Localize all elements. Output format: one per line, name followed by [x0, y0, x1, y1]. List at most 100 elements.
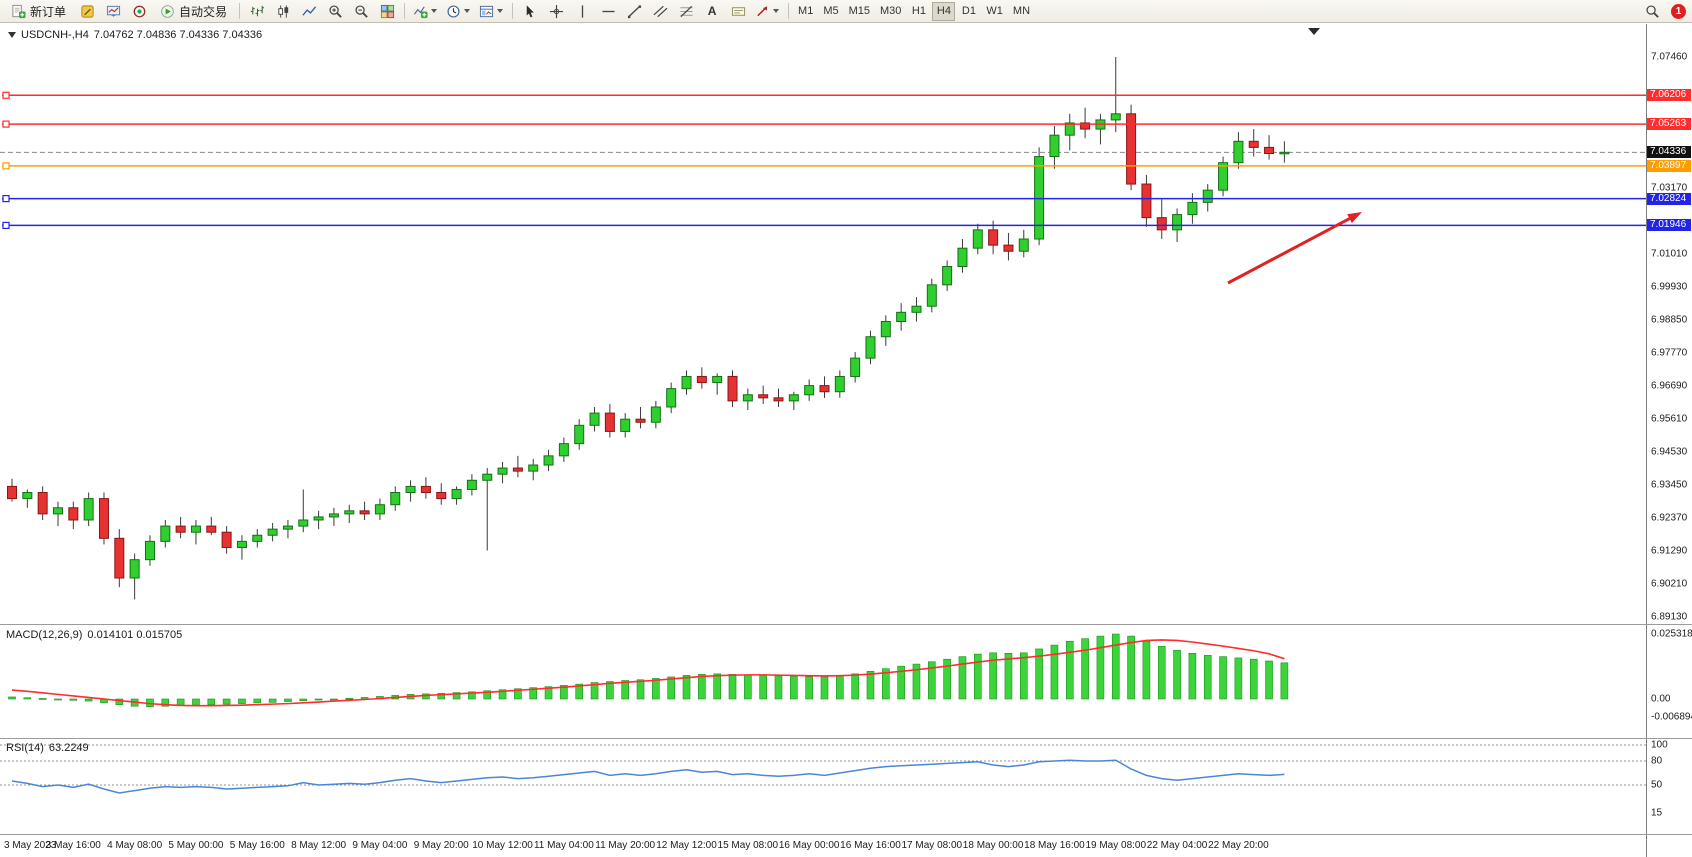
price-axis-label: 7.01010 [1651, 248, 1688, 260]
time-axis-label: 4 May 08:00 [107, 840, 163, 851]
search-button[interactable] [1640, 1, 1664, 22]
price-axis-label: 6.92370 [1651, 512, 1688, 524]
zoom-in-button[interactable] [323, 1, 347, 22]
channel-tool-button[interactable] [648, 1, 672, 22]
time-axis-label: 9 May 04:00 [352, 840, 408, 851]
crosshair-icon [549, 4, 563, 18]
templates-button[interactable] [476, 1, 507, 22]
macd-label: MACD(12,26,9) 0.014101 0.015705 [6, 629, 182, 641]
indicators-button[interactable] [410, 1, 441, 22]
toolbar-separator [404, 3, 406, 19]
pane-separator[interactable] [0, 738, 1692, 739]
time-axis-label: 11 May 20:00 [595, 840, 656, 851]
arrows-tool-button[interactable] [752, 1, 783, 22]
chart-canvas[interactable] [0, 24, 1646, 857]
arrow-object-icon [757, 5, 768, 16]
search-icon [1645, 5, 1659, 18]
price-axis-label: 6.90210 [1651, 578, 1688, 590]
zoom-out-button[interactable] [349, 1, 373, 22]
timeframe-m15-button[interactable]: M15 [845, 2, 874, 21]
time-axis-label: 17 May 08:00 [901, 840, 963, 851]
vertical-line-tool-button[interactable] [570, 1, 594, 22]
new-order-icon [12, 4, 26, 18]
price-axis-label: 6.95610 [1651, 413, 1688, 425]
bar-chart-icon [250, 5, 264, 16]
macd-axis-label: 0.025318 [1651, 628, 1692, 640]
price-badge-resistance: 7.06206 [1647, 89, 1691, 102]
fibonacci-icon [679, 5, 693, 17]
candlestick-chart-icon [277, 4, 288, 18]
rsi-axis-label: 50 [1651, 779, 1663, 791]
autotrading-button[interactable]: 自动交易 [153, 1, 234, 22]
pane-separator[interactable] [0, 834, 1692, 835]
price-axis-label: 6.99930 [1651, 281, 1688, 293]
time-axis-label: 3 May 16:00 [45, 840, 101, 851]
text-tool-button[interactable]: A [700, 1, 724, 22]
timeframe-h1-button[interactable]: H1 [907, 2, 930, 21]
macd-axis-label: -0.006894 [1651, 711, 1692, 723]
timeframe-button-group: M1 M5 M15 M30 H1 H4 D1 W1 MN [793, 1, 1035, 21]
rsi-name: RSI(14) [6, 742, 44, 754]
horizontal-line-objects[interactable] [2, 91, 1646, 229]
dropdown-caret [497, 9, 504, 13]
price-axis-label: 6.93450 [1651, 479, 1688, 491]
periods-clock-icon [447, 4, 460, 18]
time-axis[interactable]: 3 May 2023 3 May 16:00 4 May 08:00 5 May 00… [0, 835, 1646, 857]
fibonacci-tool-button[interactable] [674, 1, 698, 22]
time-axis-label: 12 May 12:00 [656, 840, 717, 851]
time-axis-label: 15 May 08:00 [717, 840, 779, 851]
one-click-trading-toggle-icon[interactable] [8, 32, 16, 38]
time-axis-label: 22 May 04:00 [1146, 840, 1208, 851]
time-axis-label: 16 May 16:00 [840, 840, 901, 851]
tile-windows-button[interactable] [375, 1, 399, 22]
timeframe-mn-button[interactable]: MN [1009, 2, 1034, 21]
new-order-button[interactable]: 新订单 [4, 1, 73, 22]
trendline-icon [627, 4, 641, 18]
macd-axis-label: 0.00 [1651, 693, 1671, 705]
price-axis-label: 6.96690 [1651, 380, 1688, 392]
time-axis-label: 8 May 12:00 [291, 840, 347, 851]
crosshair-tool-button[interactable] [544, 1, 568, 22]
price-axis[interactable]: 7.07460 7.03170 7.01010 6.99930 6.98850 6.977… [1646, 24, 1692, 857]
candlesticks [7, 57, 1290, 600]
tile-windows-icon [380, 4, 394, 18]
rsi-value: 63.2249 [48, 742, 89, 754]
timeframe-m1-button[interactable]: M1 [794, 2, 817, 21]
time-axis-label: 5 May 00:00 [168, 840, 224, 851]
price-axis-label: 6.89130 [1651, 611, 1688, 623]
timeframe-m5-button[interactable]: M5 [819, 2, 842, 21]
charts-window-button[interactable] [101, 1, 125, 22]
notification-badge[interactable]: 1 [1671, 4, 1686, 19]
candlestick-chart-button[interactable] [271, 1, 295, 22]
horizontal-line-tool-button[interactable] [596, 1, 620, 22]
text-tool-glyph: A [707, 4, 717, 18]
price-badge-support: 7.02824 [1647, 192, 1691, 205]
chart-shift-marker[interactable] [1308, 28, 1320, 35]
cursor-tool-button[interactable] [518, 1, 542, 22]
timeframe-w1-button[interactable]: W1 [982, 2, 1007, 21]
toolbar-separator [512, 3, 514, 19]
pane-separator[interactable] [0, 624, 1692, 625]
bar-chart-button[interactable] [245, 1, 269, 22]
templates-icon [479, 5, 494, 17]
metaeditor-button[interactable] [75, 1, 99, 22]
timeframe-h4-button[interactable]: H4 [932, 1, 956, 21]
community-button[interactable] [127, 1, 151, 22]
time-axis-label: 10 May 12:00 [472, 840, 533, 851]
equidistant-channel-icon [653, 5, 668, 17]
line-chart-icon [301, 5, 316, 16]
periods-button[interactable] [443, 1, 474, 22]
line-chart-button[interactable] [297, 1, 321, 22]
timeframe-m30-button[interactable]: M30 [876, 2, 905, 21]
macd-name: MACD(12,26,9) [6, 629, 83, 641]
macd-indicator-pane-graphics [8, 633, 1289, 708]
price-axis-label: 7.03170 [1651, 182, 1688, 194]
new-order-label: 新订单 [30, 4, 67, 19]
label-tool-button[interactable] [726, 1, 750, 22]
trendline-tool-button[interactable] [622, 1, 646, 22]
rsi-axis-label: 100 [1651, 739, 1668, 751]
timeframe-d1-button[interactable]: D1 [957, 2, 980, 21]
time-axis-label: 5 May 16:00 [229, 840, 285, 851]
arrow-annotation[interactable] [1227, 212, 1362, 285]
